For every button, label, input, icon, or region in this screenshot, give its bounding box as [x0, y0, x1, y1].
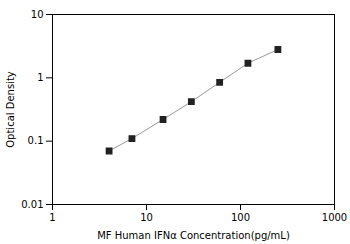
svg-text:1: 1: [49, 212, 55, 223]
svg-text:10: 10: [140, 212, 153, 223]
svg-text:0.1: 0.1: [28, 135, 44, 146]
svg-text:MF Human IFNα Concentration(pg: MF Human IFNα Concentration(pg/mL): [97, 230, 290, 241]
svg-text:10: 10: [31, 9, 44, 20]
svg-text:0.01: 0.01: [21, 199, 43, 210]
svg-text:Optical Density: Optical Density: [5, 71, 16, 148]
svg-text:100: 100: [231, 212, 250, 223]
svg-text:1000: 1000: [322, 212, 347, 223]
svg-text:1: 1: [37, 72, 43, 83]
